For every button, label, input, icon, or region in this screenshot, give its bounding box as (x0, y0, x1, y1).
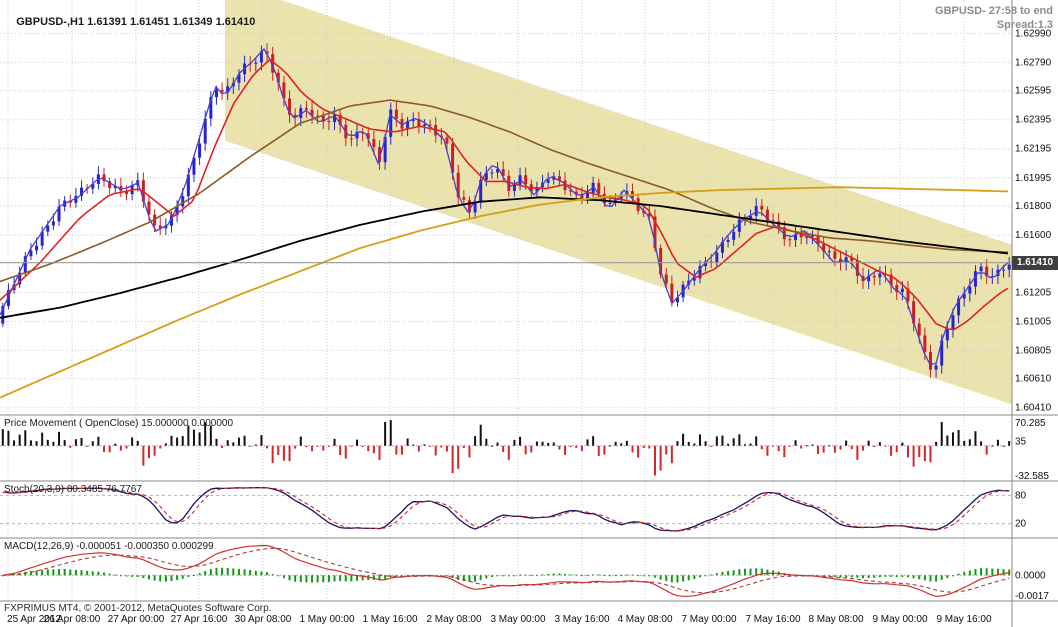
grid-layer (0, 0, 1012, 601)
svg-text:1.61995: 1.61995 (1015, 173, 1052, 184)
svg-text:30 Apr 08:00: 30 Apr 08:00 (235, 614, 292, 625)
svg-text:-0.0017: -0.0017 (1015, 591, 1049, 602)
indicator-scales[interactable]: 70.285 35 -32.585 80 20 0.0000 -0.0017 (1015, 418, 1049, 602)
svg-text:7 May 16:00: 7 May 16:00 (745, 614, 800, 625)
svg-text:35: 35 (1015, 437, 1027, 448)
svg-text:9 May 16:00: 9 May 16:00 (936, 614, 991, 625)
svg-text:1.62790: 1.62790 (1015, 57, 1052, 68)
svg-text:1.62595: 1.62595 (1015, 86, 1052, 97)
panel-stochastic[interactable] (0, 487, 1012, 532)
svg-text:26 Apr 08:00: 26 Apr 08:00 (44, 614, 101, 625)
svg-text:8 May 08:00: 8 May 08:00 (808, 614, 863, 625)
svg-text:-32.585: -32.585 (1015, 471, 1049, 482)
moving-averages-layer (0, 47, 1009, 399)
svg-text:1.60410: 1.60410 (1015, 403, 1052, 414)
sma-gold-line (0, 186, 1009, 399)
svg-text:1.61800: 1.61800 (1015, 201, 1052, 212)
current-price-value: 1.61410 (1016, 257, 1054, 269)
svg-text:1 May 16:00: 1 May 16:00 (362, 614, 417, 625)
panel-macd[interactable] (0, 544, 1012, 597)
svg-text:27 Apr 00:00: 27 Apr 00:00 (108, 614, 165, 625)
price-axis[interactable]: 1.62990 1.62790 1.62595 1.62395 1.62195 1.619… (1015, 28, 1052, 413)
svg-text:4 May 08:00: 4 May 08:00 (617, 614, 672, 625)
svg-text:1.60805: 1.60805 (1015, 345, 1052, 356)
svg-text:27 Apr 16:00: 27 Apr 16:00 (171, 614, 228, 625)
svg-text:1 May 00:00: 1 May 00:00 (299, 614, 354, 625)
panel-price-movement[interactable] (0, 420, 1012, 476)
svg-text:80: 80 (1015, 490, 1027, 501)
svg-text:20: 20 (1015, 519, 1027, 530)
svg-text:1.61205: 1.61205 (1015, 287, 1052, 298)
svg-text:1.61005: 1.61005 (1015, 316, 1052, 327)
svg-text:2 May 08:00: 2 May 08:00 (426, 614, 481, 625)
svg-text:1.61600: 1.61600 (1015, 230, 1052, 241)
svg-text:3 May 00:00: 3 May 00:00 (490, 614, 545, 625)
fast-ma-blue-line (0, 47, 1009, 366)
current-price-tag: 1.61410 (1012, 255, 1058, 270)
svg-text:0.0000: 0.0000 (1015, 570, 1046, 581)
svg-text:25 Apr 2012: 25 Apr 2012 (7, 614, 61, 625)
sma-brown-line (0, 99, 1009, 283)
panel-separators[interactable] (0, 414, 1058, 602)
svg-text:1.60610: 1.60610 (1015, 374, 1052, 385)
svg-text:3 May 16:00: 3 May 16:00 (554, 614, 609, 625)
svg-text:70.285: 70.285 (1015, 418, 1046, 429)
svg-text:1.62395: 1.62395 (1015, 115, 1052, 126)
svg-text:9 May 00:00: 9 May 00:00 (872, 614, 927, 625)
svg-text:7 May 00:00: 7 May 00:00 (681, 614, 736, 625)
sma-black-line (0, 196, 1009, 319)
svg-text:1.62195: 1.62195 (1015, 144, 1052, 155)
svg-text:1.62990: 1.62990 (1015, 28, 1052, 39)
